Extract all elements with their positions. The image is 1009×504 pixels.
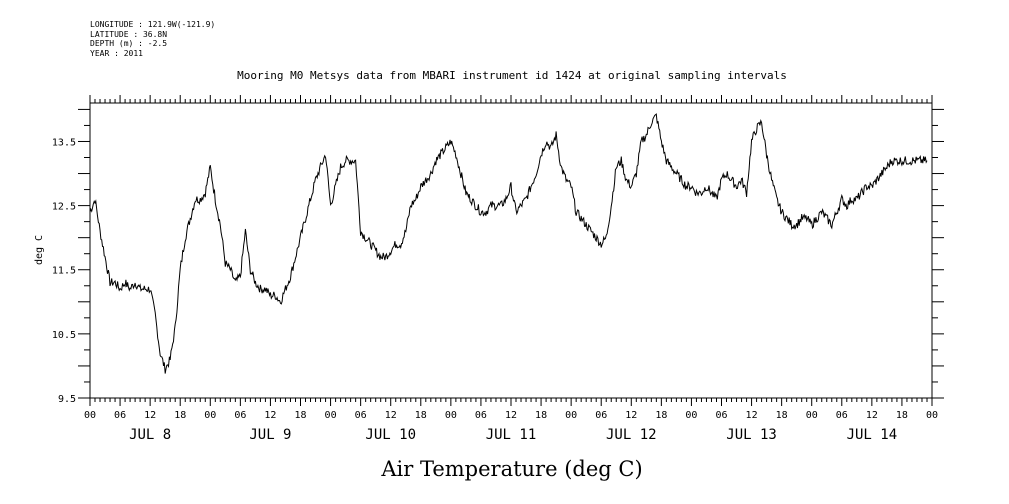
y-tick-label: 10.5 (52, 330, 76, 341)
x-tick-label: 06 (234, 410, 246, 421)
day-label: JUL 10 (365, 427, 416, 443)
x-tick-label: 18 (896, 410, 908, 421)
day-label: JUL 13 (726, 427, 777, 443)
x-tick-label: 12 (385, 410, 397, 421)
x-tick-label: 06 (114, 410, 126, 421)
x-tick-label: 12 (746, 410, 758, 421)
x-tick-label: 18 (415, 410, 427, 421)
y-tick-label: 13.5 (52, 137, 76, 148)
x-tick-label: 06 (836, 410, 848, 421)
plot-frame (89, 102, 933, 399)
day-label: JUL 14 (847, 427, 898, 443)
plot-border (89, 102, 933, 399)
longitude-text: LONGITUDE : 121.9W(-121.9) (90, 20, 216, 29)
y-tick-label: 11.5 (52, 266, 76, 277)
x-tick-label: 00 (204, 410, 216, 421)
day-label: JUL 11 (486, 427, 537, 443)
x-tick-label: 06 (715, 410, 727, 421)
x-tick-label: 12 (866, 410, 878, 421)
day-label: JUL 9 (249, 427, 291, 443)
x-tick-label: 00 (926, 410, 938, 421)
chart-title: Mooring M0 Metsys data from MBARI instru… (237, 69, 787, 82)
x-tick-label: 12 (505, 410, 517, 421)
x-axis: 00 06 12 18 00 06 12 18 00 06 12 18 00 06 12 18 00 06 12 18… (84, 95, 938, 443)
x-axis-label: Air Temperature (deg C) (380, 457, 642, 481)
x-tick-label: 12 (625, 410, 637, 421)
x-tick-label: 00 (685, 410, 697, 421)
y-tick-label: 9.5 (58, 394, 76, 405)
x-tick-label: 06 (595, 410, 607, 421)
x-tick-label: 00 (565, 410, 577, 421)
x-tick-label: 00 (806, 410, 818, 421)
day-label: JUL 12 (606, 427, 657, 443)
y-tick-label: 12.5 (52, 202, 76, 213)
y-axis: 9.5 10.5 11.5 12.5 13.5 (52, 108, 944, 405)
x-tick-label: 06 (355, 410, 367, 421)
x-tick-label: 12 (144, 410, 156, 421)
x-tick-label: 00 (84, 410, 96, 421)
x-tick-label: 12 (264, 410, 276, 421)
x-tick-label: 18 (655, 410, 667, 421)
year-text: YEAR : 2011 (90, 48, 143, 58)
x-tick-label: 18 (535, 410, 547, 421)
depth-text: DEPTH (m) : -2.5 (90, 39, 168, 48)
x-tick-label: 06 (475, 410, 487, 421)
x-tick-label: 18 (294, 410, 306, 421)
x-tick-label: 00 (325, 410, 337, 421)
day-label: JUL 8 (129, 427, 171, 443)
metadata-block: LONGITUDE : 121.9W(-121.9) LATITUDE : 36… (90, 20, 215, 58)
y-axis-label: deg C (34, 235, 45, 265)
x-tick-label: 18 (174, 410, 186, 421)
x-tick-label: 18 (776, 410, 788, 421)
x-tick-label: 00 (445, 410, 457, 421)
series-line (89, 113, 928, 374)
latitude-text: LATITUDE : 36.8N (90, 29, 168, 39)
